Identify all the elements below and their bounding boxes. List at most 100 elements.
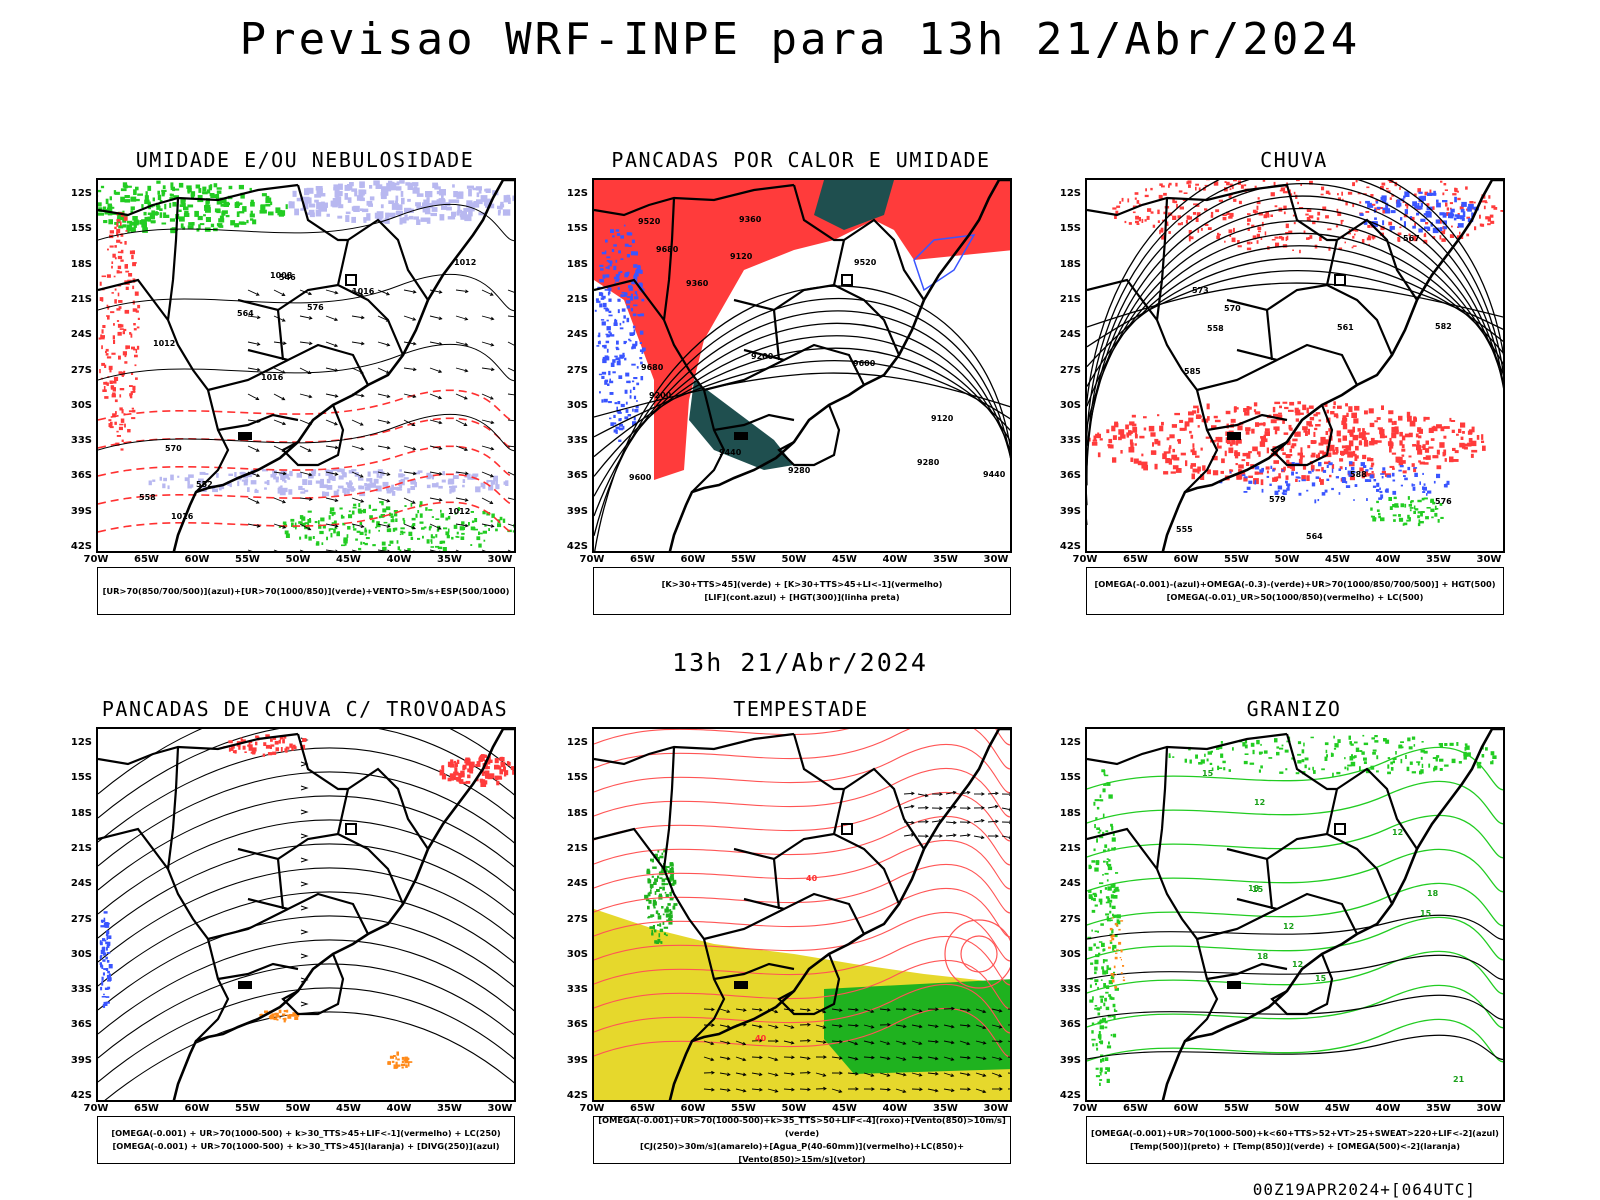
contour-label: 564 — [1306, 532, 1323, 541]
longitude-tick-label: 65W — [630, 554, 655, 565]
state-borders — [1087, 183, 1418, 493]
longitude-tick-label: 55W — [235, 554, 260, 565]
latitude-tick-label: 27S — [70, 364, 92, 376]
contour-label: 9360 — [739, 215, 762, 224]
contour-label: 9200 — [751, 352, 774, 361]
contour-label: 9520 — [854, 258, 877, 267]
panel-title: PANCADAS POR CALOR E UMIDADE — [611, 148, 991, 172]
longitude-tick-label: 70W — [579, 554, 605, 565]
contour-label: 18 — [1427, 889, 1439, 898]
latitude-tick-label: 30S — [566, 399, 588, 411]
latitude-tick-label: 12S — [566, 188, 588, 199]
longitude-tick-label: 45W — [336, 1103, 361, 1114]
humidity-band — [148, 468, 509, 497]
longitude-tick-label: 30W — [1476, 554, 1502, 565]
temp-850-contours — [1087, 746, 1503, 1063]
latitude-tick-label: 24S — [1059, 329, 1081, 341]
latitude-tick-label: 33S — [70, 435, 92, 447]
latitude-tick-label: 15S — [1059, 772, 1081, 784]
contour-label: 15 — [1202, 769, 1214, 778]
latitude-tick-label: 33S — [1059, 984, 1081, 996]
contour-label: 1012 — [454, 258, 476, 267]
longitude-tick-label: 35W — [437, 554, 462, 565]
map-panel — [96, 727, 516, 1102]
coastline — [172, 729, 514, 1100]
longitude-tick-label: 65W — [1123, 1103, 1148, 1114]
contour-label: 15 — [1315, 974, 1327, 983]
longitude-tick-label: 30W — [983, 1103, 1009, 1114]
contour-label: 582 — [1435, 322, 1452, 331]
omega-orange — [1108, 917, 1126, 989]
latitude-tick-label: 27S — [1059, 913, 1081, 925]
latitude-tick-label: 21S — [566, 293, 588, 305]
longitude-tick-label: 40W — [1375, 1103, 1401, 1114]
temp-850-contours — [1168, 734, 1497, 777]
longitude-tick-label: 30W — [487, 1103, 513, 1114]
contour-label: 12 — [1292, 960, 1303, 969]
panel-legend: [OMEGA(-0.001) + UR>70(1000-500) + k>30_… — [97, 1116, 515, 1164]
latitude-tick-label: 39S — [70, 1054, 92, 1066]
longitude-tick-label: 70W — [1072, 554, 1098, 565]
longitude-tick-label: 40W — [386, 554, 412, 565]
contour-label: 573 — [1192, 286, 1209, 295]
contour-label: 9200 — [649, 391, 672, 400]
map-canvas: 1012 1012 1012 1016 1016 1016 1008 576 570 564 558… — [98, 180, 514, 551]
latitude-tick-label: 18S — [70, 258, 92, 270]
longitude-tick-label: 65W — [134, 1103, 159, 1114]
legend-line: [OMEGA(-0.001)+UR>70(1000-500)+k<60+TTS>… — [1091, 1128, 1499, 1138]
lake-marker — [1227, 981, 1241, 989]
contour-label: 18 — [1248, 884, 1260, 893]
latitude-tick-label: 42S — [70, 541, 92, 552]
height-contours-500 — [1087, 180, 1503, 525]
latitude-tick-label: 33S — [566, 984, 588, 996]
panel-title: PANCADAS DE CHUVA C/ TROVOADAS — [101, 697, 509, 721]
run-timestamp: 00Z19APR2024+[064UTC] — [1252, 1180, 1476, 1199]
contour-label: 12 — [1254, 798, 1265, 807]
latitude-tick-label: 27S — [566, 364, 588, 376]
latitude-tick-label: 42S — [1059, 541, 1081, 552]
contour-label: 564 — [237, 309, 254, 318]
panel-title: UMIDADE E/OU NEBULOSIDADE — [135, 148, 475, 172]
longitude-tick-label: 45W — [336, 554, 361, 565]
lake-marker — [841, 823, 853, 835]
coastline — [172, 180, 514, 551]
state-borders — [98, 732, 429, 1042]
contour-label: 9680 — [656, 245, 679, 254]
contour-label: 9600 — [853, 359, 876, 368]
contour-label: 1016 — [171, 512, 194, 521]
temp-850-contours — [1087, 769, 1121, 1086]
longitude-tick-label: 50W — [285, 554, 311, 565]
panel-title: GRANIZO — [1246, 697, 1342, 721]
longitude-tick-label: 50W — [1274, 554, 1300, 565]
longitude-tick-label: 30W — [983, 554, 1009, 565]
legend-line: [Temp(500)](preto) + [Temp(850)](verde) … — [1129, 1141, 1461, 1151]
latitude-tick-label: 12S — [1059, 737, 1081, 748]
panel-title: TEMPESTADE — [733, 697, 869, 721]
legend-line: [OMEGA(-0.001)-(azul)+OMEGA(-0.3)-(verde… — [1094, 579, 1496, 589]
latitude-tick-label: 36S — [566, 470, 588, 482]
latitude-tick-label: 18S — [1059, 807, 1081, 819]
longitude-tick-label: 60W — [184, 1103, 210, 1114]
latitude-tick-label: 42S — [566, 1090, 588, 1101]
longitude-tick-label: 30W — [1476, 1103, 1502, 1114]
lake-marker — [345, 274, 357, 286]
latitude-tick-label: 18S — [1059, 258, 1081, 270]
legend-line: [OMEGA(-0.01)_UR>50(1000/850)(vermelho) … — [1166, 592, 1424, 602]
panel-legend: [OMEGA(-0.001)+UR>70(1000-500)+k>35_TTS>… — [593, 1115, 1011, 1164]
longitude-tick-label: 60W — [184, 554, 210, 565]
longitude-tick-label: 50W — [781, 1103, 807, 1114]
contour-label: 1012 — [153, 339, 175, 348]
streamlines-850 — [594, 729, 1010, 1058]
contour-label: 12 — [1392, 828, 1403, 837]
lake-marker — [734, 432, 748, 440]
longitude-tick-label: 55W — [1224, 554, 1249, 565]
longitude-tick-label: 35W — [437, 1103, 462, 1114]
contour-label: 9360 — [686, 279, 709, 288]
panel-legend: [OMEGA(-0.001)-(azul)+OMEGA(-0.3)-(verde… — [1086, 567, 1504, 615]
contour-label: 576 — [307, 303, 324, 312]
latitude-tick-label: 24S — [70, 878, 92, 890]
state-borders — [594, 732, 925, 1042]
state-borders — [98, 183, 429, 493]
contour-label: 9440 — [983, 470, 1006, 479]
contour-label: 1012 — [448, 507, 470, 516]
